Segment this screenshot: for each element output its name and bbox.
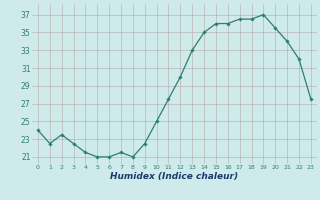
X-axis label: Humidex (Indice chaleur): Humidex (Indice chaleur): [110, 172, 238, 181]
